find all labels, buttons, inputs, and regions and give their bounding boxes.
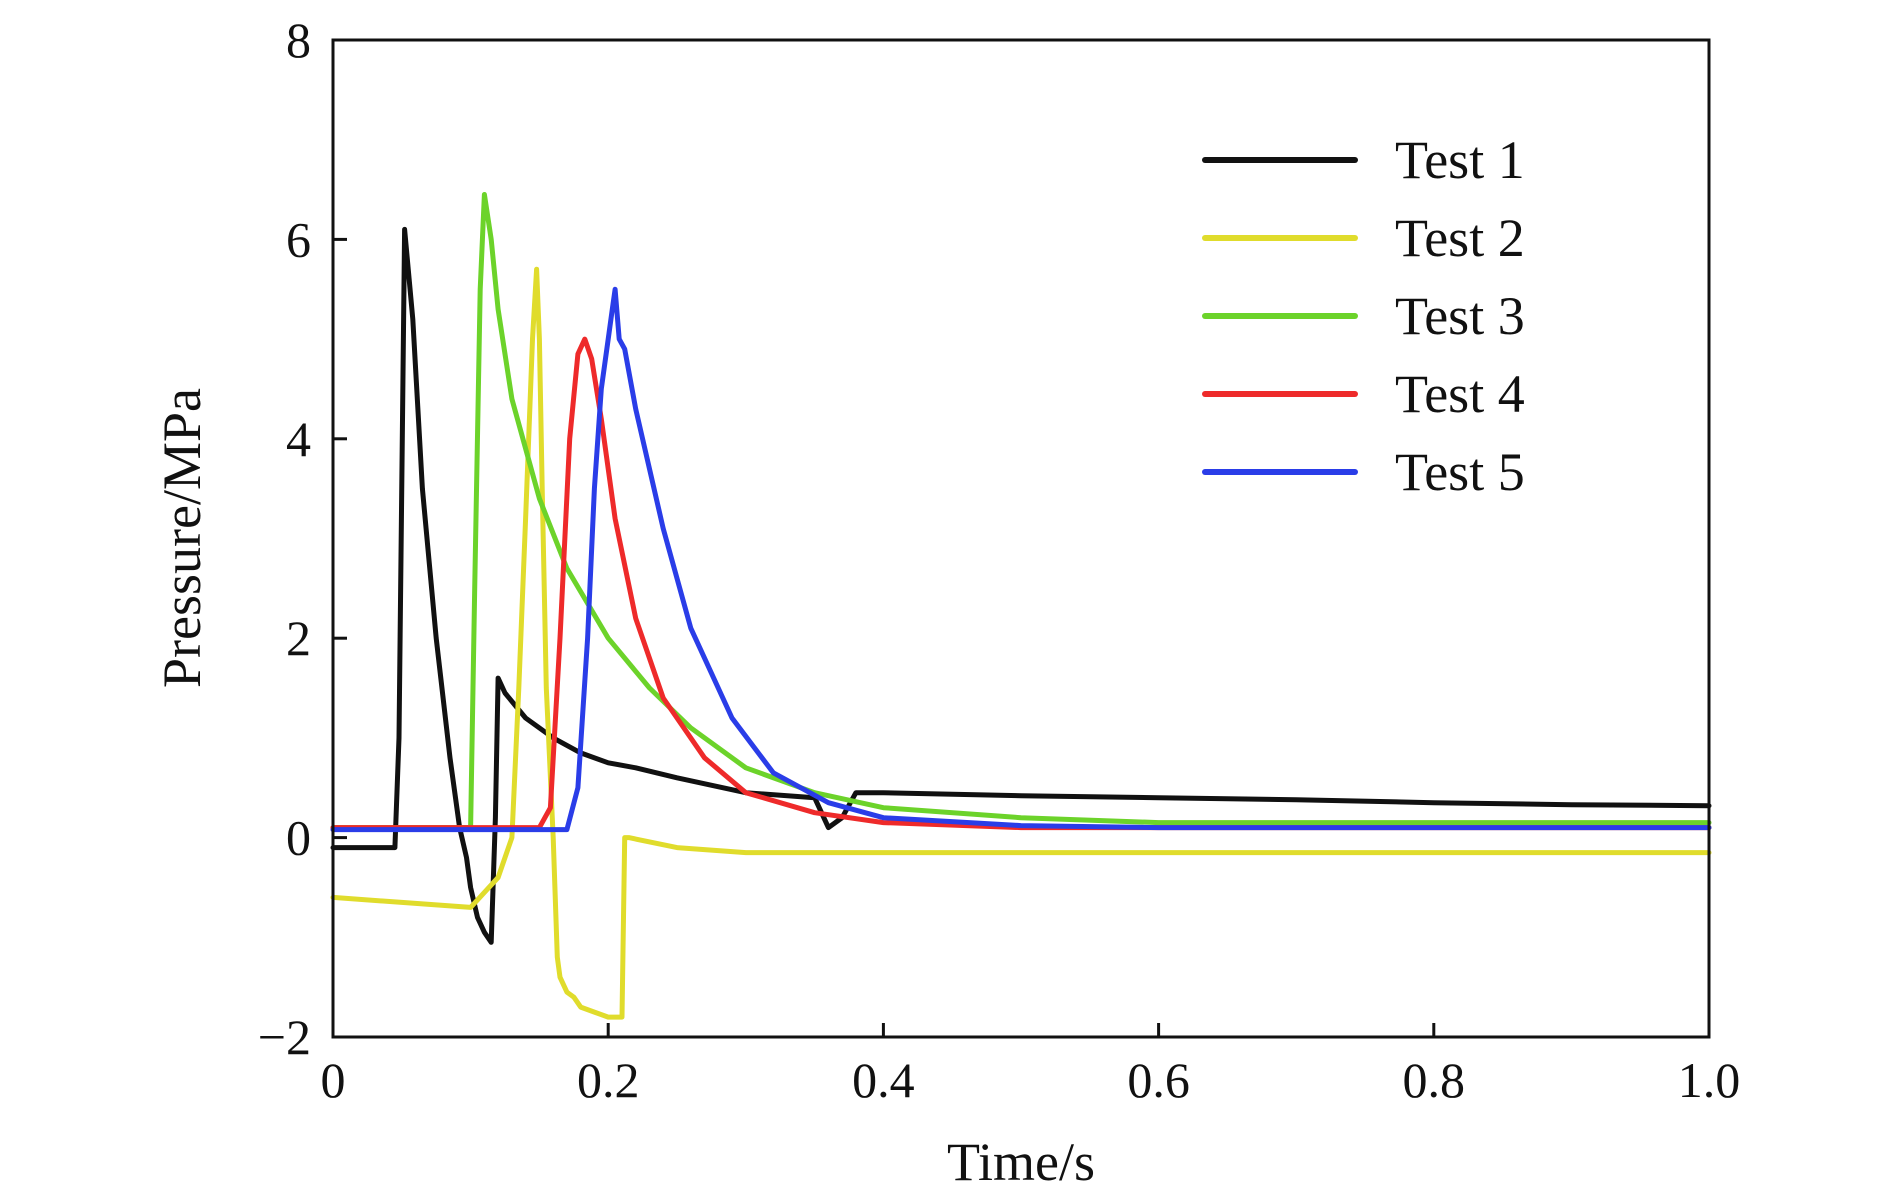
legend-label-test-3: Test 3 [1395, 286, 1525, 346]
x-tick-label: 0.4 [852, 1052, 915, 1108]
legend-label-test-2: Test 2 [1395, 208, 1525, 268]
x-tick-label: 0.2 [577, 1052, 640, 1108]
y-tick-label: 8 [286, 12, 311, 68]
series-layer [330, 192, 1712, 1020]
x-tick-label: 0.6 [1127, 1052, 1190, 1108]
x-tick-label: 0.8 [1403, 1052, 1466, 1108]
y-axis-title: Pressure/MPa [152, 388, 212, 688]
series-line-test-2 [330, 266, 1712, 1020]
x-tick-label: 1.0 [1678, 1052, 1741, 1108]
y-tick-label: 6 [286, 211, 311, 267]
series-line-test-3 [330, 192, 1712, 831]
plot-frame [331, 38, 1711, 1039]
y-tick-label: 0 [286, 810, 311, 866]
x-tick-label: 0 [321, 1052, 346, 1108]
series-line-test-5 [330, 286, 1712, 833]
legend-label-test-1: Test 1 [1395, 130, 1525, 190]
x-axis-title: Time/s [947, 1132, 1095, 1192]
y-tick-label: −2 [258, 1009, 311, 1065]
y-tick-label: 2 [286, 610, 311, 666]
series-line-test-1 [330, 226, 1712, 945]
legend-label-test-4: Test 4 [1395, 364, 1525, 424]
legend: Test 1 Test 2 Test 3 Test 4 Test 5 [1202, 130, 1525, 502]
legend-label-test-5: Test 5 [1395, 442, 1525, 502]
y-tick-label: 4 [286, 411, 311, 467]
series-line-test-4 [330, 336, 1712, 831]
